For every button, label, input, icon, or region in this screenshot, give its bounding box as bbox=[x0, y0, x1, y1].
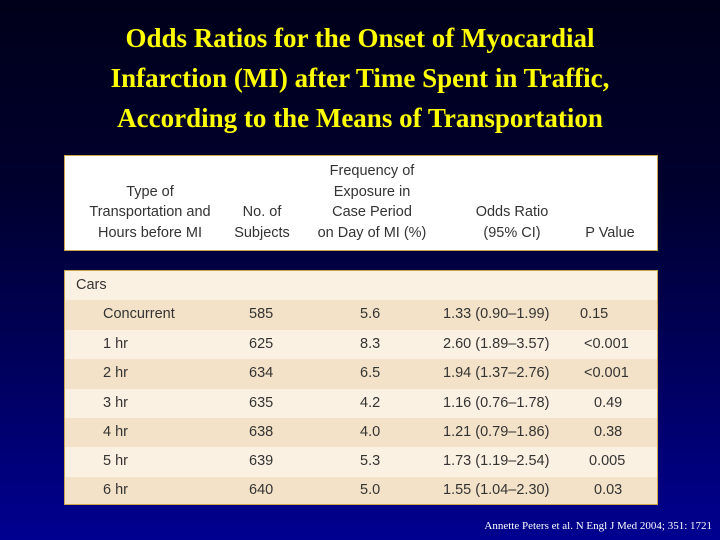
group-row-cars: Cars bbox=[65, 271, 657, 300]
cell-subjects: 639 bbox=[249, 453, 274, 470]
table-row: 4 hr 638 4.0 1.21 (0.79–1.86) 0.38 bbox=[65, 418, 657, 448]
slide-title-line-3: According to the Means of Transportation bbox=[117, 103, 603, 133]
table-header: Type of Transportation and Hours before … bbox=[64, 155, 658, 251]
header-text: Hours before MI bbox=[98, 224, 202, 241]
cell-p-value: 0.38 bbox=[594, 424, 623, 440]
cell-odds-ratio: 2.60 (1.89–3.57) bbox=[443, 335, 550, 352]
cell-label: 5 hr bbox=[103, 453, 128, 470]
cell-odds-ratio: 1.21 (0.79–1.86) bbox=[443, 424, 550, 440]
cell-subjects: 638 bbox=[249, 424, 274, 440]
cell-p-value: <0.001 bbox=[584, 365, 629, 382]
header-no-of-subjects: No. of Subjects bbox=[225, 202, 299, 243]
cell-frequency: 4.2 bbox=[360, 394, 381, 411]
header-text: No. of bbox=[242, 204, 282, 220]
header-text: Case Period bbox=[332, 204, 412, 220]
cell-subjects: 634 bbox=[249, 365, 274, 382]
cell-frequency: 5.6 bbox=[360, 306, 381, 323]
table-body: Cars Concurrent 585 5.6 1.33 (0.90–1.99)… bbox=[64, 270, 658, 505]
table-row: 2 hr 634 6.5 1.94 (1.37–2.76) <0.001 bbox=[65, 359, 657, 389]
cell-label: 3 hr bbox=[103, 394, 128, 411]
cell-label: 1 hr bbox=[103, 335, 128, 352]
header-text: Odds Ratio bbox=[475, 204, 549, 220]
citation: Annette Peters et al. N Engl J Med 2004;… bbox=[484, 520, 712, 532]
header-text: (95% CI) bbox=[483, 224, 541, 241]
cell-frequency: 6.5 bbox=[360, 365, 381, 382]
group-label: Cars bbox=[76, 277, 107, 293]
table-row: 1 hr 625 8.3 2.60 (1.89–3.57) <0.001 bbox=[65, 330, 657, 359]
slide-title: Odds Ratios for the Onset of Myocardial … bbox=[0, 18, 720, 138]
table-row: 6 hr 640 5.0 1.55 (1.04–2.30) 0.03 bbox=[65, 476, 657, 504]
header-text: Exposure in bbox=[333, 183, 411, 200]
header-text: Subjects bbox=[234, 224, 290, 241]
header-frequency-of-exposure: Frequency of Exposure in Case Period on … bbox=[303, 161, 441, 243]
cell-odds-ratio: 1.33 (0.90–1.99) bbox=[443, 306, 550, 323]
header-text: on Day of MI (%) bbox=[317, 224, 427, 241]
cell-label: 6 hr bbox=[103, 481, 128, 498]
cell-label: Concurrent bbox=[103, 306, 175, 323]
cell-p-value: 0.15 bbox=[580, 306, 609, 323]
table-row: 5 hr 639 5.3 1.73 (1.19–2.54) 0.005 bbox=[65, 447, 657, 476]
cell-p-value: 0.03 bbox=[594, 481, 623, 498]
cell-label: 4 hr bbox=[103, 424, 128, 440]
cell-odds-ratio: 1.73 (1.19–2.54) bbox=[443, 453, 550, 470]
table-row: 3 hr 635 4.2 1.16 (0.76–1.78) 0.49 bbox=[65, 389, 657, 418]
table-row: Concurrent 585 5.6 1.33 (0.90–1.99) 0.15 bbox=[65, 300, 657, 330]
slide-title-line-2: Infarction (MI) after Time Spent in Traf… bbox=[110, 63, 610, 93]
header-text: Transportation and bbox=[89, 204, 211, 220]
cell-frequency: 8.3 bbox=[360, 335, 381, 352]
slide-title-line-1: Odds Ratios for the Onset of Myocardial bbox=[125, 23, 595, 53]
cell-odds-ratio: 1.55 (1.04–2.30) bbox=[443, 481, 550, 498]
header-p-value: P Value bbox=[570, 223, 650, 244]
cell-label: 2 hr bbox=[103, 365, 128, 382]
cell-p-value: 0.49 bbox=[594, 394, 623, 411]
cell-p-value: 0.005 bbox=[589, 453, 626, 470]
header-odds-ratio: Odds Ratio (95% CI) bbox=[450, 202, 574, 243]
cell-p-value: <0.001 bbox=[584, 335, 629, 352]
header-text: P Value bbox=[585, 224, 635, 241]
cell-frequency: 4.0 bbox=[360, 424, 381, 440]
cell-odds-ratio: 1.16 (0.76–1.78) bbox=[443, 394, 550, 411]
header-text: Frequency of bbox=[329, 163, 415, 179]
header-type-of-transportation: Type of Transportation and Hours before … bbox=[73, 182, 227, 244]
cell-frequency: 5.0 bbox=[360, 481, 381, 498]
cell-subjects: 585 bbox=[249, 306, 274, 323]
cell-subjects: 640 bbox=[249, 481, 274, 498]
cell-subjects: 625 bbox=[249, 335, 274, 352]
cell-subjects: 635 bbox=[249, 394, 274, 411]
header-text: Type of bbox=[126, 183, 174, 200]
cell-odds-ratio: 1.94 (1.37–2.76) bbox=[443, 365, 550, 382]
cell-frequency: 5.3 bbox=[360, 453, 381, 470]
